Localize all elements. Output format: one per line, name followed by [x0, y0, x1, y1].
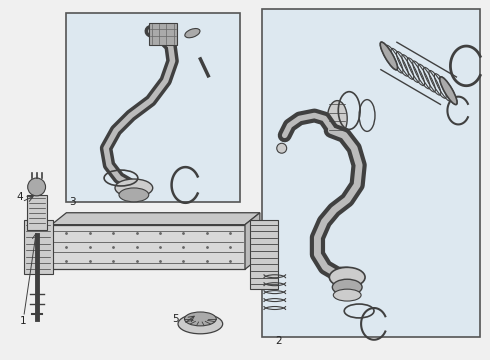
Text: 5: 5	[172, 314, 179, 324]
Ellipse shape	[329, 267, 365, 287]
Ellipse shape	[119, 188, 149, 202]
Ellipse shape	[440, 77, 457, 105]
Ellipse shape	[178, 314, 222, 334]
Bar	[51, 225, 245, 269]
Ellipse shape	[332, 279, 362, 295]
Text: 4: 4	[17, 192, 24, 202]
Polygon shape	[51, 213, 260, 225]
Ellipse shape	[380, 42, 397, 70]
Bar	[250, 220, 278, 289]
Ellipse shape	[333, 289, 361, 301]
Bar	[26, 195, 47, 230]
Ellipse shape	[327, 100, 347, 136]
Circle shape	[28, 178, 46, 196]
Ellipse shape	[115, 179, 153, 197]
Bar	[262, 9, 480, 337]
Bar	[149, 23, 176, 45]
Ellipse shape	[185, 28, 200, 38]
Text: 1: 1	[20, 316, 26, 326]
Bar	[24, 220, 53, 274]
Text: 3: 3	[70, 197, 76, 207]
Polygon shape	[245, 213, 260, 269]
Circle shape	[277, 143, 287, 153]
Ellipse shape	[184, 312, 216, 326]
Bar	[66, 13, 240, 202]
Text: 2: 2	[275, 336, 281, 346]
